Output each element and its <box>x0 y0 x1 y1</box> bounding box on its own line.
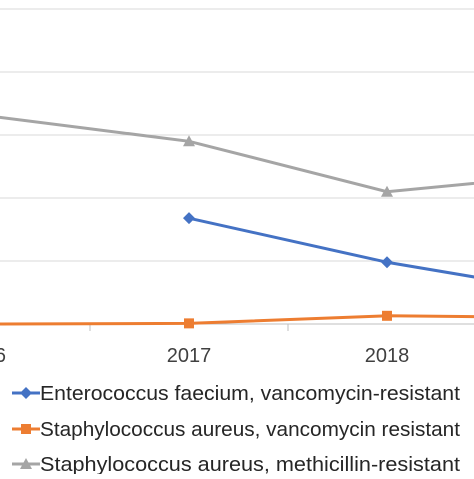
series-2 <box>0 115 474 197</box>
point-2-1 <box>183 135 195 147</box>
series-line-1 <box>0 314 474 326</box>
point-0-1 <box>183 212 195 225</box>
series-line-2 <box>0 115 474 194</box>
x-tick-label-1: 2017 <box>167 345 212 367</box>
x-tick-label-2: 2018 <box>365 345 410 367</box>
point-2-2 <box>381 185 393 197</box>
x-tick-label-0: 6 <box>0 345 6 367</box>
legend-label-1: Staphylococcus aureus, vancomycin resist… <box>40 419 460 441</box>
gridlines <box>0 8 474 262</box>
x-tick-labels: 6 2017 2018 <box>0 345 409 367</box>
legend-swatch-marker-1 <box>21 424 31 434</box>
legend-item-1: Staphylococcus aureus, vancomycin resist… <box>12 419 460 441</box>
point-1-1 <box>184 318 194 329</box>
legend-swatch-marker-2 <box>20 458 32 469</box>
legend: Enterococcus faecium, vancomycin-resista… <box>12 383 460 476</box>
series-1 <box>0 310 474 329</box>
series-lines <box>0 115 474 329</box>
legend-label-2: Staphylococcus aureus, methicillin-resis… <box>40 454 460 474</box>
series-line-0 <box>188 216 474 279</box>
legend-label-0: Enterococcus faecium, vancomycin-resista… <box>40 383 460 405</box>
legend-item-0: Enterococcus faecium, vancomycin-resista… <box>12 383 460 405</box>
legend-swatch-marker-0 <box>20 387 32 399</box>
point-1-2 <box>382 310 392 321</box>
legend-item-2: Staphylococcus aureus, methicillin-resis… <box>12 454 460 476</box>
series-0 <box>183 212 474 279</box>
point-0-2 <box>381 256 393 269</box>
